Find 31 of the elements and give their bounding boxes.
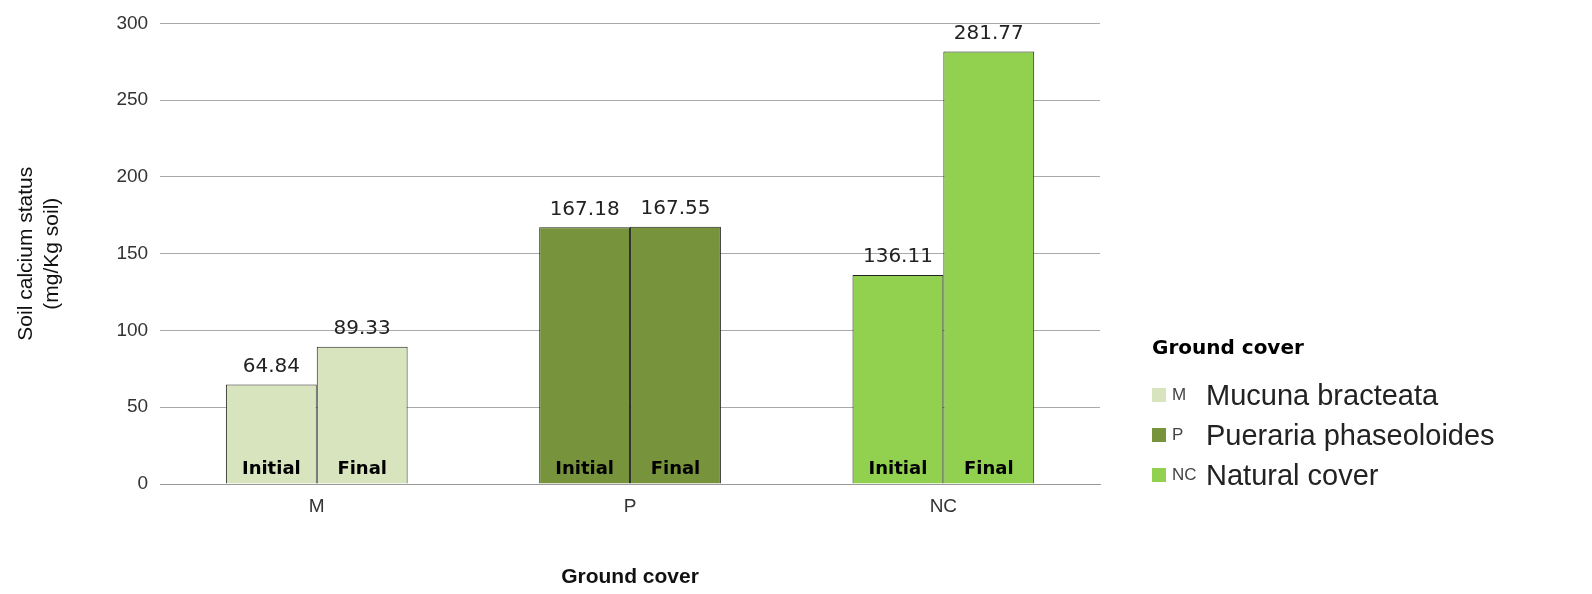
annotation: Initial bbox=[241, 456, 301, 478]
y-tick-label: 300 bbox=[116, 11, 149, 33]
data-label: 136.11 bbox=[862, 243, 933, 268]
category-label: NC bbox=[1172, 465, 1197, 484]
y-axis-title: Soil calcium status (mg/Kg soil) bbox=[13, 166, 62, 341]
y-tick-label: 150 bbox=[116, 241, 149, 263]
data-label: 281.77 bbox=[953, 19, 1024, 44]
x-axis-title: Ground cover bbox=[1152, 335, 1305, 359]
y-tick-label: 50 bbox=[126, 395, 149, 417]
data-label: 167.18 bbox=[549, 195, 620, 220]
x-tick-label: P bbox=[623, 494, 637, 516]
annotation: Final bbox=[963, 456, 1014, 478]
y-tick-label: 200 bbox=[116, 165, 149, 187]
data-label: 64.84 bbox=[242, 352, 300, 377]
text: Mucuna bracteata bbox=[1206, 378, 1439, 412]
annotation: Initial bbox=[555, 456, 615, 478]
y-tick-label: 0 bbox=[137, 472, 149, 494]
x-tick-label: M bbox=[308, 494, 325, 516]
annotation: Initial bbox=[868, 456, 928, 478]
annotation: Final bbox=[337, 456, 387, 478]
text: Pueraria phaseoloides bbox=[1206, 418, 1495, 452]
text: Natural cover bbox=[1206, 458, 1379, 492]
annotation: Final bbox=[650, 456, 701, 478]
y-tick-label: 250 bbox=[116, 88, 149, 110]
category-label: M bbox=[1172, 385, 1187, 404]
x-tick-label: NC bbox=[929, 494, 958, 516]
y-tick-label: 100 bbox=[116, 318, 149, 340]
data-label: 167.55 bbox=[640, 194, 711, 219]
legend-title: Ground cover bbox=[561, 564, 699, 588]
category-label: P bbox=[1172, 425, 1184, 444]
data-label: 89.33 bbox=[333, 315, 391, 340]
